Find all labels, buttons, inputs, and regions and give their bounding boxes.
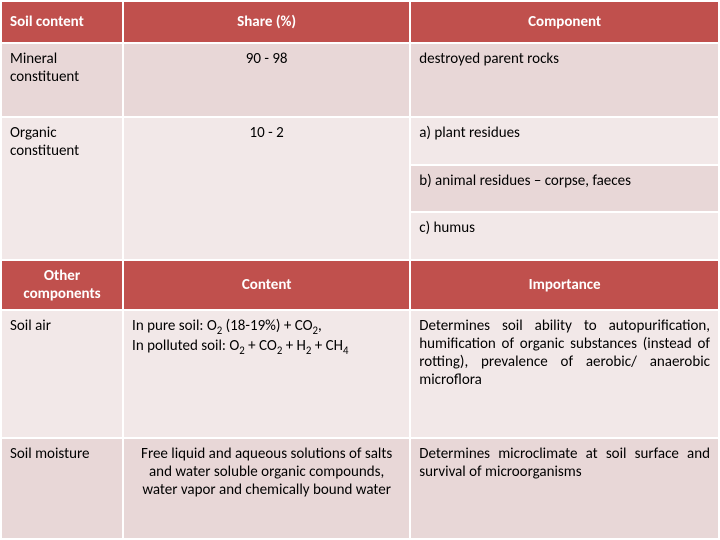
row-label-soil-air: Soil air — [1, 310, 123, 438]
cell-content-soil-moisture: Free liquid and aqueous solutions of sal… — [123, 438, 410, 539]
col-header-soil-content: Soil content — [1, 1, 123, 43]
table1-header-row: Soil content Share (%) Component — [1, 1, 719, 43]
cell-component-organic-c: c) humus — [410, 212, 719, 260]
row-label-mineral: Mineral constituent — [1, 43, 123, 117]
row-label-organic: Organic constituent — [1, 117, 123, 260]
soil-air-line-2: In polluted soil: O2 + CO2 + H2 + CH4 — [132, 337, 348, 355]
table-row: Mineral constituent 90 - 98 destroyed pa… — [1, 43, 719, 117]
cell-component-organic-a: a) plant residues — [410, 117, 719, 165]
col-header-component: Component — [410, 1, 719, 43]
table-row: Soil air In pure soil: O2 (18-19%) + CO2… — [1, 310, 719, 438]
cell-share-organic: 10 - 2 — [123, 117, 410, 260]
row-label-soil-moisture: Soil moisture — [1, 438, 123, 539]
col-header-importance: Importance — [410, 260, 719, 310]
table2-header-row: Other components Content Importance — [1, 260, 719, 310]
soil-air-line-1: In pure soil: O2 (18-19%) + CO2, — [132, 317, 322, 335]
cell-component-organic-b: b) animal residues – corpse, faeces — [410, 165, 719, 213]
cell-importance-soil-air: Determines soil ability to autopurificat… — [410, 310, 719, 438]
cell-component-mineral: destroyed parent rocks — [410, 43, 719, 117]
table-row: Organic constituent 10 - 2 a) plant resi… — [1, 117, 719, 165]
soil-composition-table: Soil content Share (%) Component Mineral… — [0, 0, 720, 540]
table-row: Soil moisture Free liquid and aqueous so… — [1, 438, 719, 539]
col-header-share: Share (%) — [123, 1, 410, 43]
cell-importance-soil-moisture: Determines microclimate at soil surface … — [410, 438, 719, 539]
cell-share-mineral: 90 - 98 — [123, 43, 410, 117]
cell-content-soil-air: In pure soil: O2 (18-19%) + CO2, In poll… — [123, 310, 410, 438]
col-header-other: Other components — [1, 260, 123, 310]
col-header-content: Content — [123, 260, 410, 310]
